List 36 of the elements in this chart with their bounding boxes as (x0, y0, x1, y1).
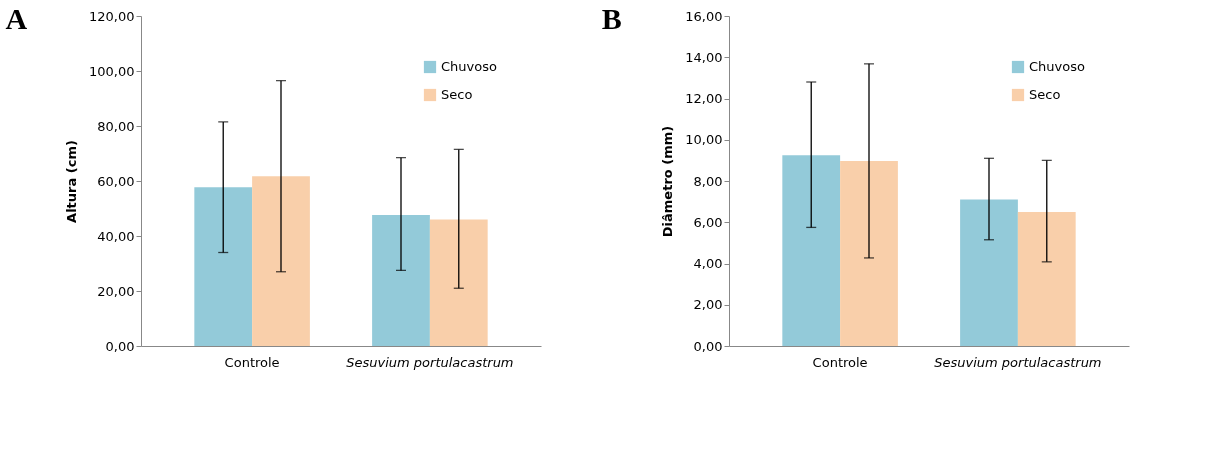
y-tick-label: 0,00 (105, 338, 135, 354)
x-tick-label: Sesuvium portulacastrum (346, 354, 514, 370)
bar (960, 199, 1018, 346)
y-tick-label: 14,00 (685, 49, 723, 65)
y-tick-label: 80,00 (97, 118, 135, 134)
legend-label: Seco (441, 87, 473, 102)
y-tick-label: 12,00 (685, 91, 723, 106)
x-tick-label: Sesuvium portulacastrum (934, 354, 1102, 370)
y-tick-label: 8,00 (693, 173, 723, 189)
chart-title: A (5, 2, 28, 35)
y-tick-label: 0,00 (693, 338, 723, 354)
y-tick-label: 10,00 (685, 132, 723, 148)
y-tick-label: 20,00 (97, 283, 135, 299)
bar (372, 215, 430, 346)
y-tick-label: 2,00 (693, 297, 723, 313)
bar (252, 176, 310, 346)
y-tick-label: 60,00 (97, 173, 135, 189)
legend-label: Seco (1029, 87, 1061, 102)
y-tick-label: 40,00 (97, 228, 135, 244)
y-tick-label: 16,00 (685, 8, 723, 24)
x-tick-label: Controle (812, 354, 868, 370)
bar (1017, 211, 1076, 346)
y-tick-label: 6,00 (693, 214, 723, 230)
y-axis-title: Altura (cm) (64, 140, 80, 223)
legend-label: Chuvoso (1029, 59, 1085, 74)
x-tick-label: Controle (224, 354, 280, 370)
y-tick-label: 120,00 (89, 8, 135, 24)
bar (194, 187, 253, 346)
bar (840, 160, 898, 346)
bar (782, 155, 841, 346)
y-tick-label: 100,00 (89, 63, 135, 79)
y-tick-label: 4,00 (693, 256, 723, 271)
legend-label: Chuvoso (441, 59, 497, 74)
chart-title: B (601, 2, 622, 35)
bar (429, 219, 488, 346)
y-axis-title: Diâmetro (mm) (660, 125, 676, 238)
